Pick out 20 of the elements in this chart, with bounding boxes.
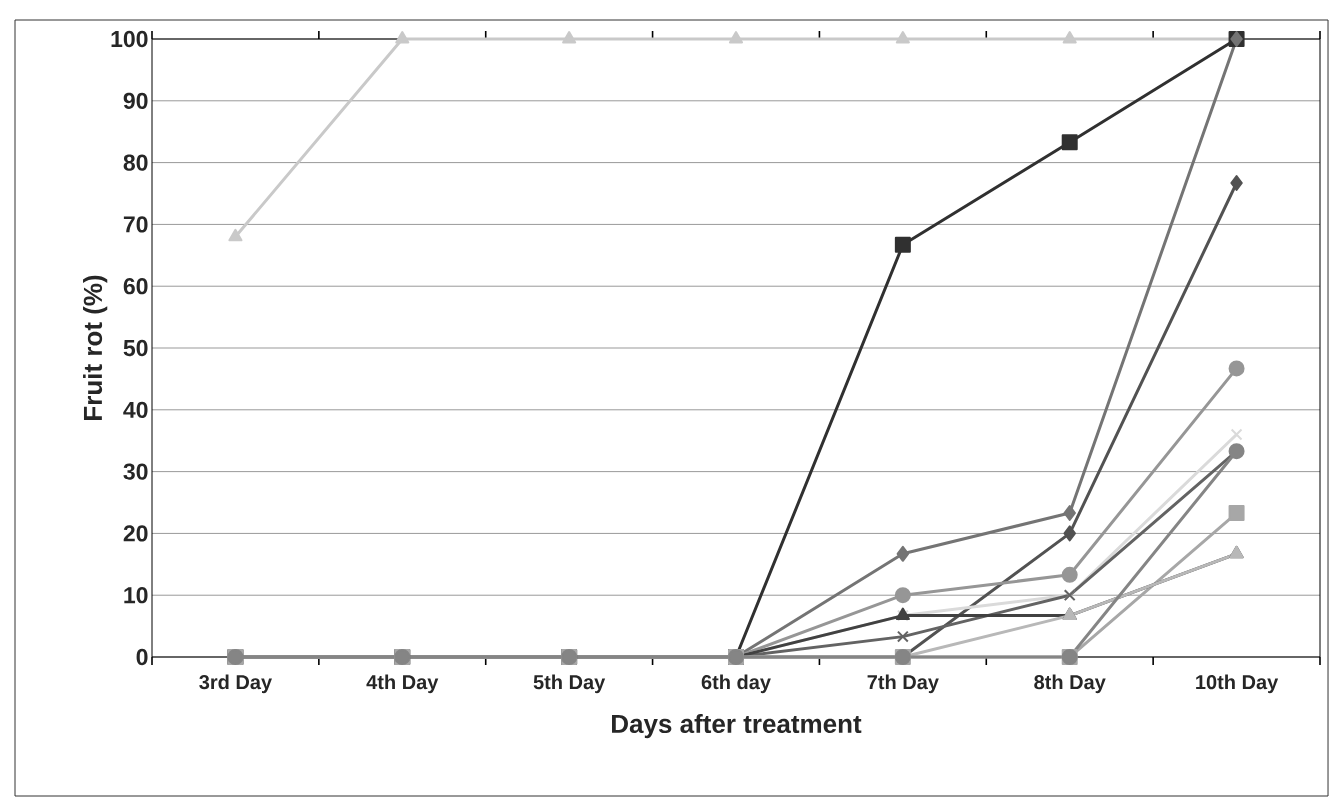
y-tick-label: 90	[123, 92, 148, 109]
y-tick-label: 50	[123, 339, 148, 357]
y-tick-label: 40	[123, 401, 148, 418]
y-tick-label: 60	[123, 278, 148, 295]
y-tick-label: 30	[123, 463, 148, 480]
x-tick-label: 4th Day	[366, 674, 439, 694]
y-tick-label: 80	[123, 154, 148, 171]
y-tick-label: 0	[136, 648, 148, 666]
x-tick-label: 8th Day	[1034, 674, 1106, 694]
y-axis-title: Fruit rot (%)	[83, 275, 108, 420]
x-tick-label: 3rd Day	[199, 674, 272, 694]
y-tick-label: 20	[123, 525, 148, 542]
x-tick-label: 5th Day	[533, 674, 606, 694]
y-tick-label: 70	[123, 216, 148, 233]
x-tick-label: 7th Day	[867, 674, 939, 694]
y-tick-label: 10	[124, 587, 148, 604]
y-tick-label: 100	[111, 30, 148, 48]
x-axis-title: Days after treatment	[612, 714, 862, 739]
x-tick-label: 6th day	[701, 674, 771, 694]
x-tick-label: 10th Day	[1196, 674, 1279, 694]
